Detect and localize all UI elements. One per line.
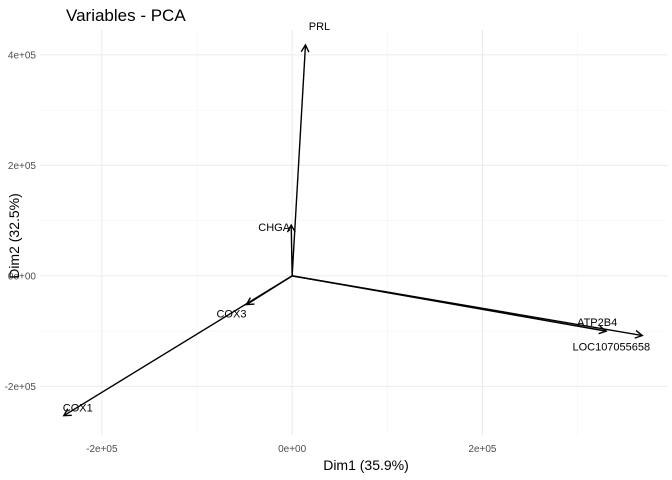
variable-labels: PRL CHGA COX3 COX1 ATP2B4 LOC107055658 bbox=[63, 21, 650, 415]
y-tick-label: 4e+05 bbox=[8, 50, 37, 61]
label-prl: PRL bbox=[309, 21, 330, 33]
vector-chga bbox=[286, 223, 296, 276]
arrowhead-atp2b4 bbox=[598, 325, 608, 335]
vector-line-loc107055658 bbox=[292, 275, 643, 337]
tick-labels: -2e+05 0e+00 2e+05 -2e+05 0e+00 2e+05 4e+05 bbox=[5, 50, 497, 455]
chart-title: Variables - PCA bbox=[66, 6, 186, 25]
vector-prl bbox=[291, 43, 310, 276]
grid bbox=[40, 30, 668, 435]
vector-line-cox1 bbox=[63, 275, 293, 417]
x-tick-label: 0e+00 bbox=[278, 444, 307, 455]
y-tick-label: -2e+05 bbox=[5, 382, 37, 393]
vector-cox1 bbox=[62, 275, 293, 417]
arrowhead-prl bbox=[300, 43, 310, 53]
y-tick-label: 2e+05 bbox=[8, 161, 37, 172]
variable-vectors bbox=[62, 43, 644, 417]
label-cox3: COX3 bbox=[216, 309, 246, 321]
label-loc107055658: LOC107055658 bbox=[572, 342, 650, 354]
x-axis-title: Dim1 (35.9%) bbox=[323, 457, 409, 473]
label-atp2b4: ATP2B4 bbox=[577, 317, 617, 329]
label-cox1: COX1 bbox=[63, 403, 93, 415]
vector-line-chga bbox=[290, 225, 293, 276]
x-tick-label: 2e+05 bbox=[468, 444, 497, 455]
vector-loc107055658 bbox=[292, 275, 644, 339]
y-tick-label: 0e+00 bbox=[8, 271, 37, 282]
arrowhead-cox1 bbox=[62, 408, 72, 417]
arrowhead-loc107055658 bbox=[634, 330, 644, 339]
y-axis-title: Dim2 (32.5%) bbox=[6, 193, 22, 279]
vector-line-prl bbox=[291, 44, 307, 276]
label-chga: CHGA bbox=[258, 222, 290, 234]
x-tick-label: -2e+05 bbox=[86, 444, 118, 455]
arrowhead-chga bbox=[286, 223, 296, 233]
